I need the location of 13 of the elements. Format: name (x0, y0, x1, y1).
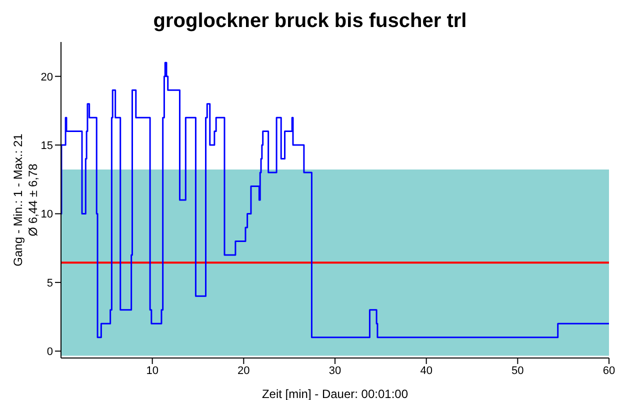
x-tick-label: 10 (146, 364, 158, 377)
y-tick-label: 5 (46, 277, 53, 290)
chart-title: groglockner bruck bis fuscher trl (152, 10, 468, 33)
x-tick-label: 50 (512, 364, 524, 377)
x-tick-label: 40 (420, 364, 432, 377)
y-tick-label: 10 (40, 208, 53, 221)
y-axis-title: Gang - Min.: 1 - Max.: 21 Ø 6,44 ± 6,78 (11, 134, 41, 266)
x-tick-label: 60 (602, 364, 616, 377)
x-tick-label: 30 (328, 364, 342, 377)
y-tick-label: 0 (46, 346, 53, 358)
y-tick-label: 15 (40, 140, 53, 152)
y-tick-label: 20 (40, 71, 53, 84)
x-tick-label: 20 (238, 364, 250, 377)
